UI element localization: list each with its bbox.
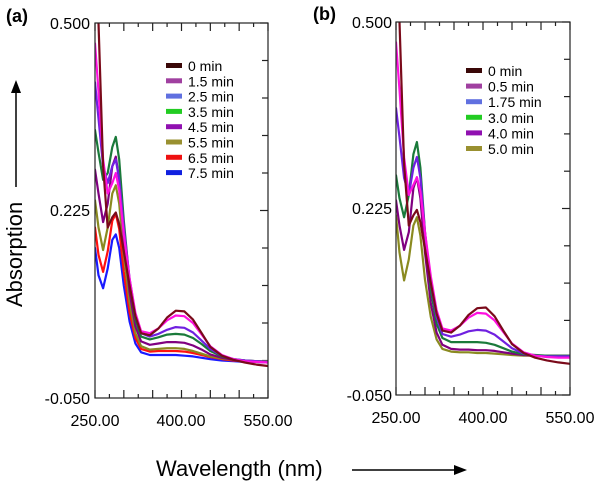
y-tick-label: 0.225: [352, 201, 392, 218]
x-axis-arrow-icon: [454, 465, 467, 475]
y-axis-arrow-icon: [11, 80, 21, 93]
legend-label: 0 min: [188, 58, 222, 74]
legend-swatch: [466, 114, 482, 120]
x-axis-title: Wavelength (nm): [156, 456, 323, 481]
legend-label: 2.5 min: [188, 89, 234, 105]
legend-label: 4.0 min: [488, 125, 534, 141]
y-tick-label: 0.500: [50, 16, 90, 33]
plot-frame: [395, 21, 571, 396]
legend-label: 1.5 min: [188, 73, 234, 89]
legend-swatch: [166, 78, 182, 84]
x-tick-label: 550.00: [546, 410, 595, 427]
x-tick-label: 250.00: [71, 413, 120, 430]
x-tick-labels: 250.00 400.00 550.00: [71, 413, 293, 430]
y-tick-label: -0.050: [347, 388, 392, 405]
legend-label: 5.5 min: [188, 135, 234, 151]
legend-swatch: [166, 93, 182, 99]
y-tick-labels: 0.500 0.225 -0.050: [347, 15, 392, 405]
panel-a: (a) 0.500 0.225 -0.050 250.00 400.00 550…: [6, 6, 293, 430]
x-tick-label: 250.00: [372, 410, 421, 427]
x-tick-label: 400.00: [459, 410, 508, 427]
legend-label: 3.5 min: [188, 104, 234, 120]
legend-label: 6.5 min: [188, 150, 234, 166]
legend-swatch: [166, 124, 182, 130]
series-line-0-min: [398, 22, 570, 365]
x-tick-labels: 250.00 400.00 550.00: [372, 410, 595, 427]
x-axis-title-group: Wavelength (nm): [156, 456, 467, 481]
legend-label: 0.5 min: [488, 79, 534, 95]
series-line-0-min: [97, 23, 268, 368]
y-tick-label: 0.500: [352, 15, 392, 32]
panel-label: (a): [6, 6, 28, 26]
x-tick-label: 400.00: [157, 413, 206, 430]
panel-label: (b): [313, 4, 336, 24]
legend-swatch: [466, 68, 482, 73]
legend-swatch: [166, 139, 182, 145]
y-tick-label: 0.225: [50, 203, 90, 220]
y-axis-title: Absorption: [2, 202, 27, 307]
legend-swatch: [166, 108, 182, 114]
x-tick-label: 550.00: [244, 413, 293, 430]
y-axis-title-group: Absorption: [2, 80, 27, 307]
series-line-1.5-min: [95, 42, 268, 364]
legend-swatch: [166, 63, 182, 68]
y-tick-labels: 0.500 0.225 -0.050: [45, 16, 90, 408]
legend-swatch: [166, 170, 182, 176]
legend-label: 4.5 min: [188, 119, 234, 135]
curves: [95, 23, 268, 368]
legend-swatch: [466, 99, 482, 105]
plot-frame: [94, 22, 269, 399]
legend-swatch: [466, 146, 482, 151]
series-line-7.5-min: [95, 233, 268, 364]
legend-label: 5.0 min: [488, 141, 534, 157]
legend-label: 0 min: [488, 63, 522, 79]
y-tick-label: -0.050: [45, 391, 90, 408]
series-line-0.5-min: [396, 41, 570, 359]
legend-swatch: [466, 83, 482, 89]
legend-label: 7.5 min: [188, 165, 234, 181]
legend-swatch: [166, 154, 182, 160]
legend-swatch: [466, 130, 482, 136]
legend-label: 1.75 min: [488, 94, 542, 110]
panel-b: (b) 0.500 0.225 -0.050 250.00 400.00 550…: [313, 4, 595, 427]
legend-label: 3.0 min: [488, 110, 534, 126]
curves: [396, 22, 570, 365]
